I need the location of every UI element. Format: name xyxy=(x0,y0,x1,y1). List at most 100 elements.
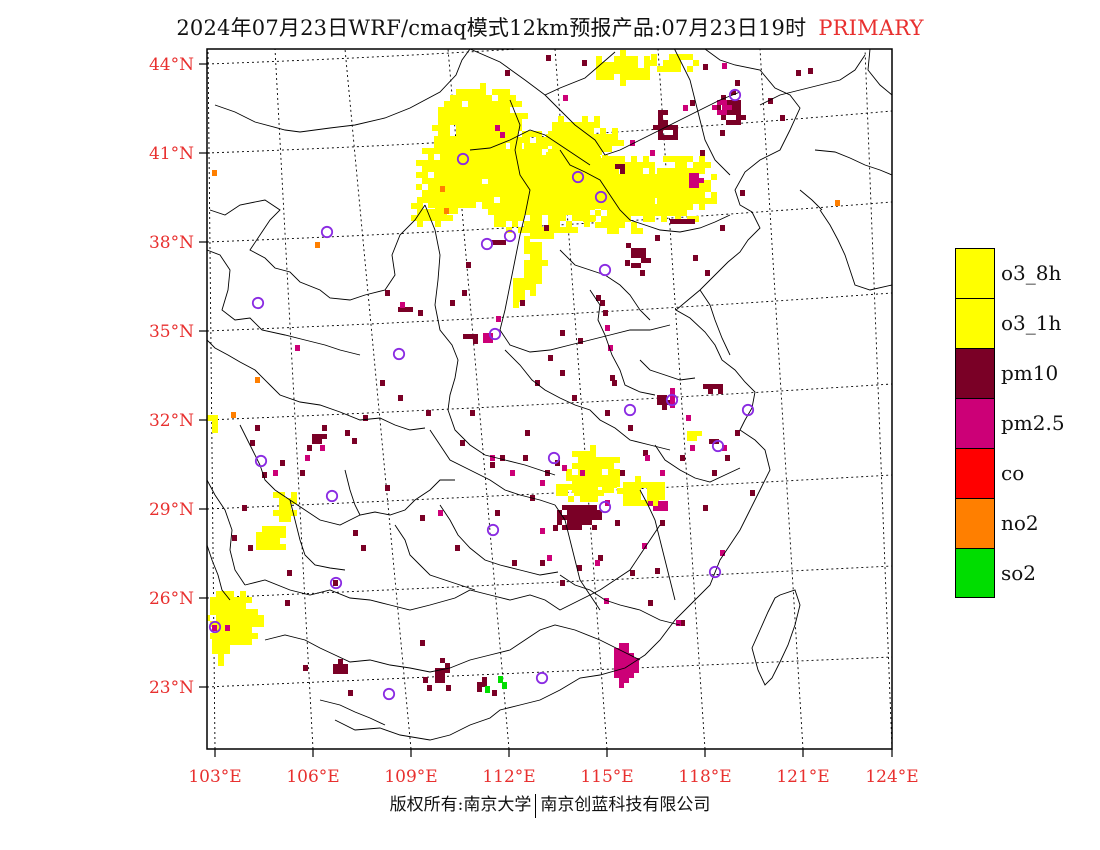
pollutant-cell xyxy=(492,131,498,137)
pollutant-cell xyxy=(429,197,435,203)
pollutant-cell xyxy=(524,227,530,233)
pollutant-cell xyxy=(548,215,554,221)
pollutant-cell xyxy=(584,209,590,215)
pollutant-cell xyxy=(468,101,474,107)
pollutant-cell xyxy=(440,190,446,196)
pollutant-cell xyxy=(625,216,631,222)
pollutant-cell xyxy=(680,455,685,461)
pollutant-cell xyxy=(506,179,512,185)
pollutant-cell xyxy=(542,197,548,203)
pollutant-cell xyxy=(602,74,608,80)
pollutant-cell xyxy=(488,149,494,155)
pollutant-cell xyxy=(462,290,467,296)
pollutant-cell xyxy=(596,463,602,469)
pollutant-cell xyxy=(602,457,608,463)
pollutant-cell xyxy=(646,258,651,263)
pollutant-cell xyxy=(338,659,343,664)
pollutant-cell xyxy=(524,221,530,227)
pollutant-cell xyxy=(212,427,218,433)
pollutant-cell xyxy=(572,191,578,197)
pollutant-cell xyxy=(567,525,572,530)
pollutant-cell xyxy=(657,66,663,72)
pollutant-cell xyxy=(601,180,607,186)
boundary-line xyxy=(673,49,731,176)
pollutant-cell xyxy=(670,219,675,224)
pollutant-cell xyxy=(619,673,624,678)
boundary-line xyxy=(289,499,346,571)
pollutant-cell xyxy=(619,643,624,648)
pollutant-cell xyxy=(597,515,602,520)
pollutant-cell xyxy=(548,355,553,361)
pollutant-cell xyxy=(607,168,613,174)
pollutant-cell xyxy=(673,130,678,135)
boundary-line xyxy=(554,504,601,611)
pollutant-cell xyxy=(434,178,440,184)
pollutant-cell xyxy=(536,131,542,137)
boundary-line xyxy=(559,149,731,233)
pollutant-cell xyxy=(476,161,482,167)
pollutant-cell xyxy=(428,148,434,154)
pollutant-cell xyxy=(258,615,264,621)
pollutant-cell xyxy=(607,228,613,234)
pollutant-cell xyxy=(589,186,595,192)
legend-swatch xyxy=(955,448,995,498)
pollutant-cell xyxy=(536,209,542,215)
pollutant-cell xyxy=(662,405,667,410)
pollutant-cell xyxy=(608,68,614,74)
pollutant-cell xyxy=(482,154,488,160)
pollutant-cell xyxy=(500,167,506,173)
pollutant-cell xyxy=(572,510,577,515)
pollutant-cell xyxy=(512,161,518,167)
pollutant-cell xyxy=(601,192,607,198)
pollutant-cell xyxy=(657,198,663,204)
pollutant-cell xyxy=(620,56,626,62)
pollutant-cell xyxy=(576,158,582,164)
legend-label: co xyxy=(1001,461,1025,485)
pollutant-cell xyxy=(613,222,619,228)
pollutant-cell xyxy=(262,538,268,544)
pollutant-cell xyxy=(657,210,663,216)
pollutant-cell xyxy=(659,488,665,494)
pollutant-cell xyxy=(434,148,440,154)
pollutant-cell xyxy=(629,658,634,663)
pollutant-cell xyxy=(438,119,444,125)
pollutant-cell xyxy=(250,440,255,446)
pollutant-cell xyxy=(705,180,711,186)
pollutant-cell xyxy=(435,673,440,678)
pollutant-cell xyxy=(619,683,624,688)
pollutant-cell xyxy=(494,185,500,191)
pollutant-cell xyxy=(601,204,607,210)
pollutant-cell xyxy=(482,190,488,196)
pollutant-cell xyxy=(641,500,647,506)
pollutant-cell xyxy=(450,119,456,125)
pollutant-cell xyxy=(474,131,480,137)
pollutant-cell xyxy=(637,168,643,174)
pollutant-cell xyxy=(455,545,460,551)
pollutant-cell xyxy=(675,198,681,204)
pollutant-cell xyxy=(705,198,711,204)
pollutant-cell xyxy=(500,155,506,161)
pollutant-cell xyxy=(452,202,458,208)
pollutant-cell xyxy=(530,143,536,149)
pollutant-cell xyxy=(488,197,494,203)
legend-swatch xyxy=(955,398,995,448)
pollutant-cell xyxy=(519,278,525,284)
pollutant-cell xyxy=(596,74,602,80)
boundary-line xyxy=(207,544,231,601)
pollutant-cell xyxy=(240,615,246,621)
pollutant-cell xyxy=(735,430,740,436)
pollutant-cell xyxy=(440,172,446,178)
pollutant-cell xyxy=(675,180,681,186)
pollutant-cell xyxy=(632,56,638,62)
pollutant-cell xyxy=(524,167,530,173)
pollutant-cell xyxy=(452,190,458,196)
pollutant-cell xyxy=(500,179,506,185)
pollutant-cell xyxy=(693,216,699,222)
pollutant-cell xyxy=(486,143,492,149)
pollutant-cell xyxy=(726,100,731,105)
pollutant-cell xyxy=(637,192,643,198)
pollutant-cell xyxy=(611,482,617,488)
pollutant-cell xyxy=(699,198,705,204)
pollutant-cell xyxy=(687,186,693,192)
pollutant-cell xyxy=(554,185,560,191)
